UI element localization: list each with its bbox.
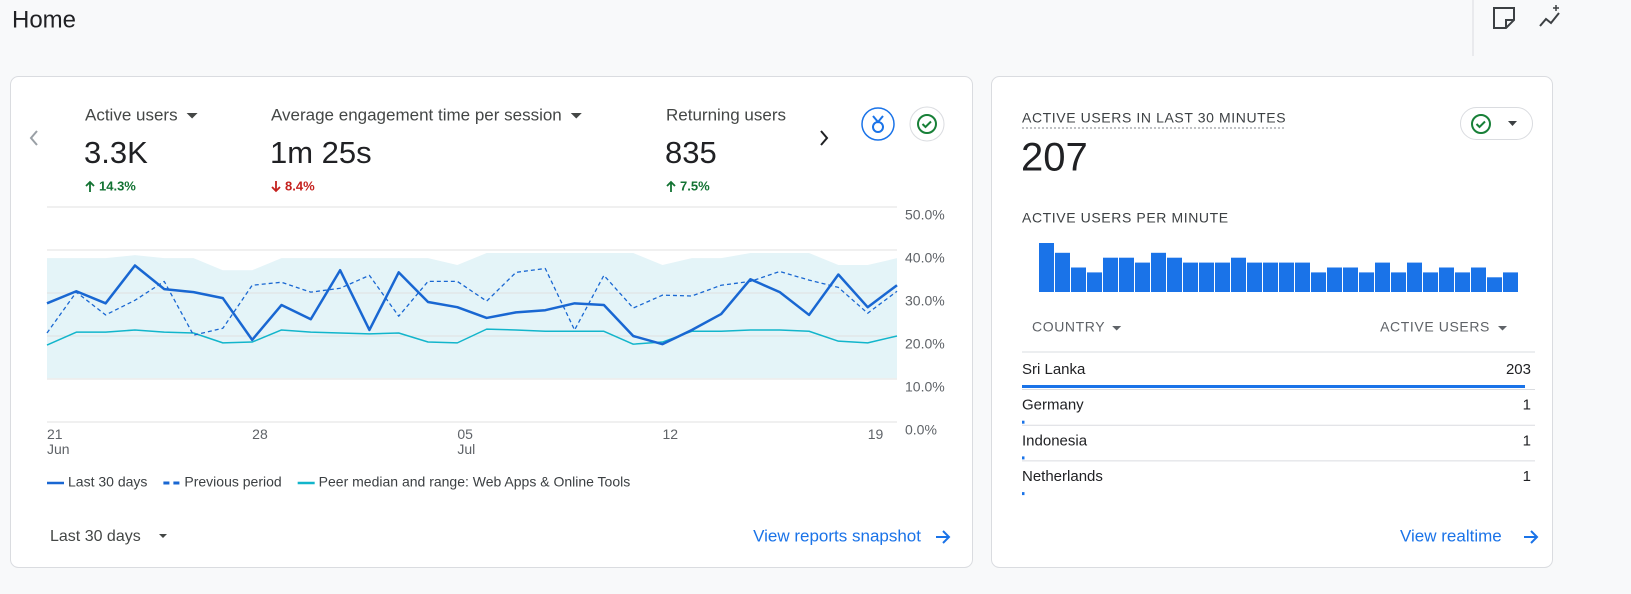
share-bar [1022,385,1525,388]
peer-range [47,253,897,379]
realtime-card [991,76,1553,568]
x-tick-label: 12 [663,426,679,442]
period-select[interactable]: Last 30 days [50,528,141,545]
country-name: Netherlands [1022,468,1103,485]
minute-bar [1231,257,1246,292]
minute-bar [1055,252,1070,292]
minute-bar [1119,257,1134,292]
y-tick-label: 50.0% [905,207,945,223]
minute-bar [1135,262,1150,292]
next-button[interactable] [820,130,829,146]
minute-bar [1487,277,1502,292]
share-bar [1022,456,1025,460]
country-name: Indonesia [1022,432,1088,449]
legend-label: Last 30 days [68,474,147,490]
metric-value: 1m 25s [270,135,372,170]
sort-arrow [1498,326,1507,331]
y-tick-label: 10.0% [905,379,945,395]
minute-bar [1071,267,1086,292]
page-title: Home [12,6,76,33]
sort-arrow [1112,326,1122,331]
x-tick-label: 05 Jul [457,426,475,457]
user-count: 1 [1523,432,1531,449]
column-header: ACTIVE USERS [1380,319,1490,335]
minute-bar [1343,267,1358,292]
share-bar [1022,492,1025,496]
metric-change: 8.4% [285,178,315,193]
minute-bar [1103,257,1118,292]
realtime-value: 207 [1021,136,1088,180]
minute-bar [1391,272,1406,292]
metric-label: Average engagement time per session [271,105,562,124]
minute-bar [1423,272,1438,292]
x-tick-label: 19 [868,426,884,442]
minute-bar [1295,262,1310,292]
legend-label: Peer median and range: Web Apps & Online… [319,474,631,490]
y-tick-label: 0.0% [905,422,937,438]
metric-change: 7.5% [680,178,710,193]
metric-label: Returning users [666,105,786,124]
user-count: 1 [1523,397,1531,414]
minute-bar [1471,267,1486,292]
minute-bar [1247,262,1262,292]
notes-icon[interactable] [1493,7,1515,29]
per-minute-title: ACTIVE USERS PER MINUTE [1022,210,1229,226]
metric-dropdown [570,113,582,119]
previous-button[interactable] [29,130,38,146]
series-line [46,264,898,346]
y-tick-label: 40.0% [905,250,945,266]
trend-arrow [666,180,676,192]
metric-change: 14.3% [99,178,136,193]
minute-bar [1183,262,1198,292]
benchmark-badge[interactable] [861,107,895,141]
minute-bar [1359,272,1374,292]
previous-line [46,267,898,336]
user-count: 203 [1506,361,1531,378]
series-line [46,328,898,346]
minute-bar [1455,272,1470,292]
metric-value: 835 [665,135,717,170]
minute-bar [1439,267,1454,292]
minute-bar [1503,272,1518,292]
minute-bar [1263,262,1278,292]
minute-bar [1039,243,1054,292]
minute-bar [1327,267,1342,292]
link-arrow [1524,530,1539,544]
dropdown-arrow [159,534,167,538]
status-check[interactable] [909,106,945,142]
y-tick-label: 30.0% [905,293,945,309]
minute-bar [1215,262,1230,292]
minute-bar [1167,257,1182,292]
report-link[interactable]: View reports snapshot [753,526,921,545]
metric-label: Active users [85,105,178,124]
realtime-link[interactable]: View realtime [1400,526,1502,545]
link-arrow [936,530,951,544]
minute-bar [1279,262,1294,292]
minute-bar [1375,262,1390,292]
realtime-title: ACTIVE USERS IN LAST 30 MINUTES [1022,110,1286,126]
minute-bar [1311,272,1326,292]
share-bar [1022,420,1025,424]
trend-arrow [271,181,281,193]
country-name: Germany [1022,397,1084,414]
metric-dropdown [186,113,198,119]
compare-pill[interactable] [1460,107,1533,140]
trend-arrow [85,180,95,192]
x-tick-label: 21 Jun [47,426,70,457]
minute-bar [1407,262,1422,292]
minute-bar [1087,272,1102,292]
minute-bar [1199,262,1214,292]
x-tick-label: 28 [252,426,268,442]
legend-label: Previous period [184,474,281,490]
y-tick-label: 20.0% [905,336,945,352]
user-count: 1 [1523,468,1531,485]
metric-value: 3.3K [84,135,148,170]
country-name: Sri Lanka [1022,361,1086,378]
insights-icon[interactable] [1539,5,1560,27]
minute-bar [1151,252,1166,292]
column-header: COUNTRY [1032,319,1105,335]
